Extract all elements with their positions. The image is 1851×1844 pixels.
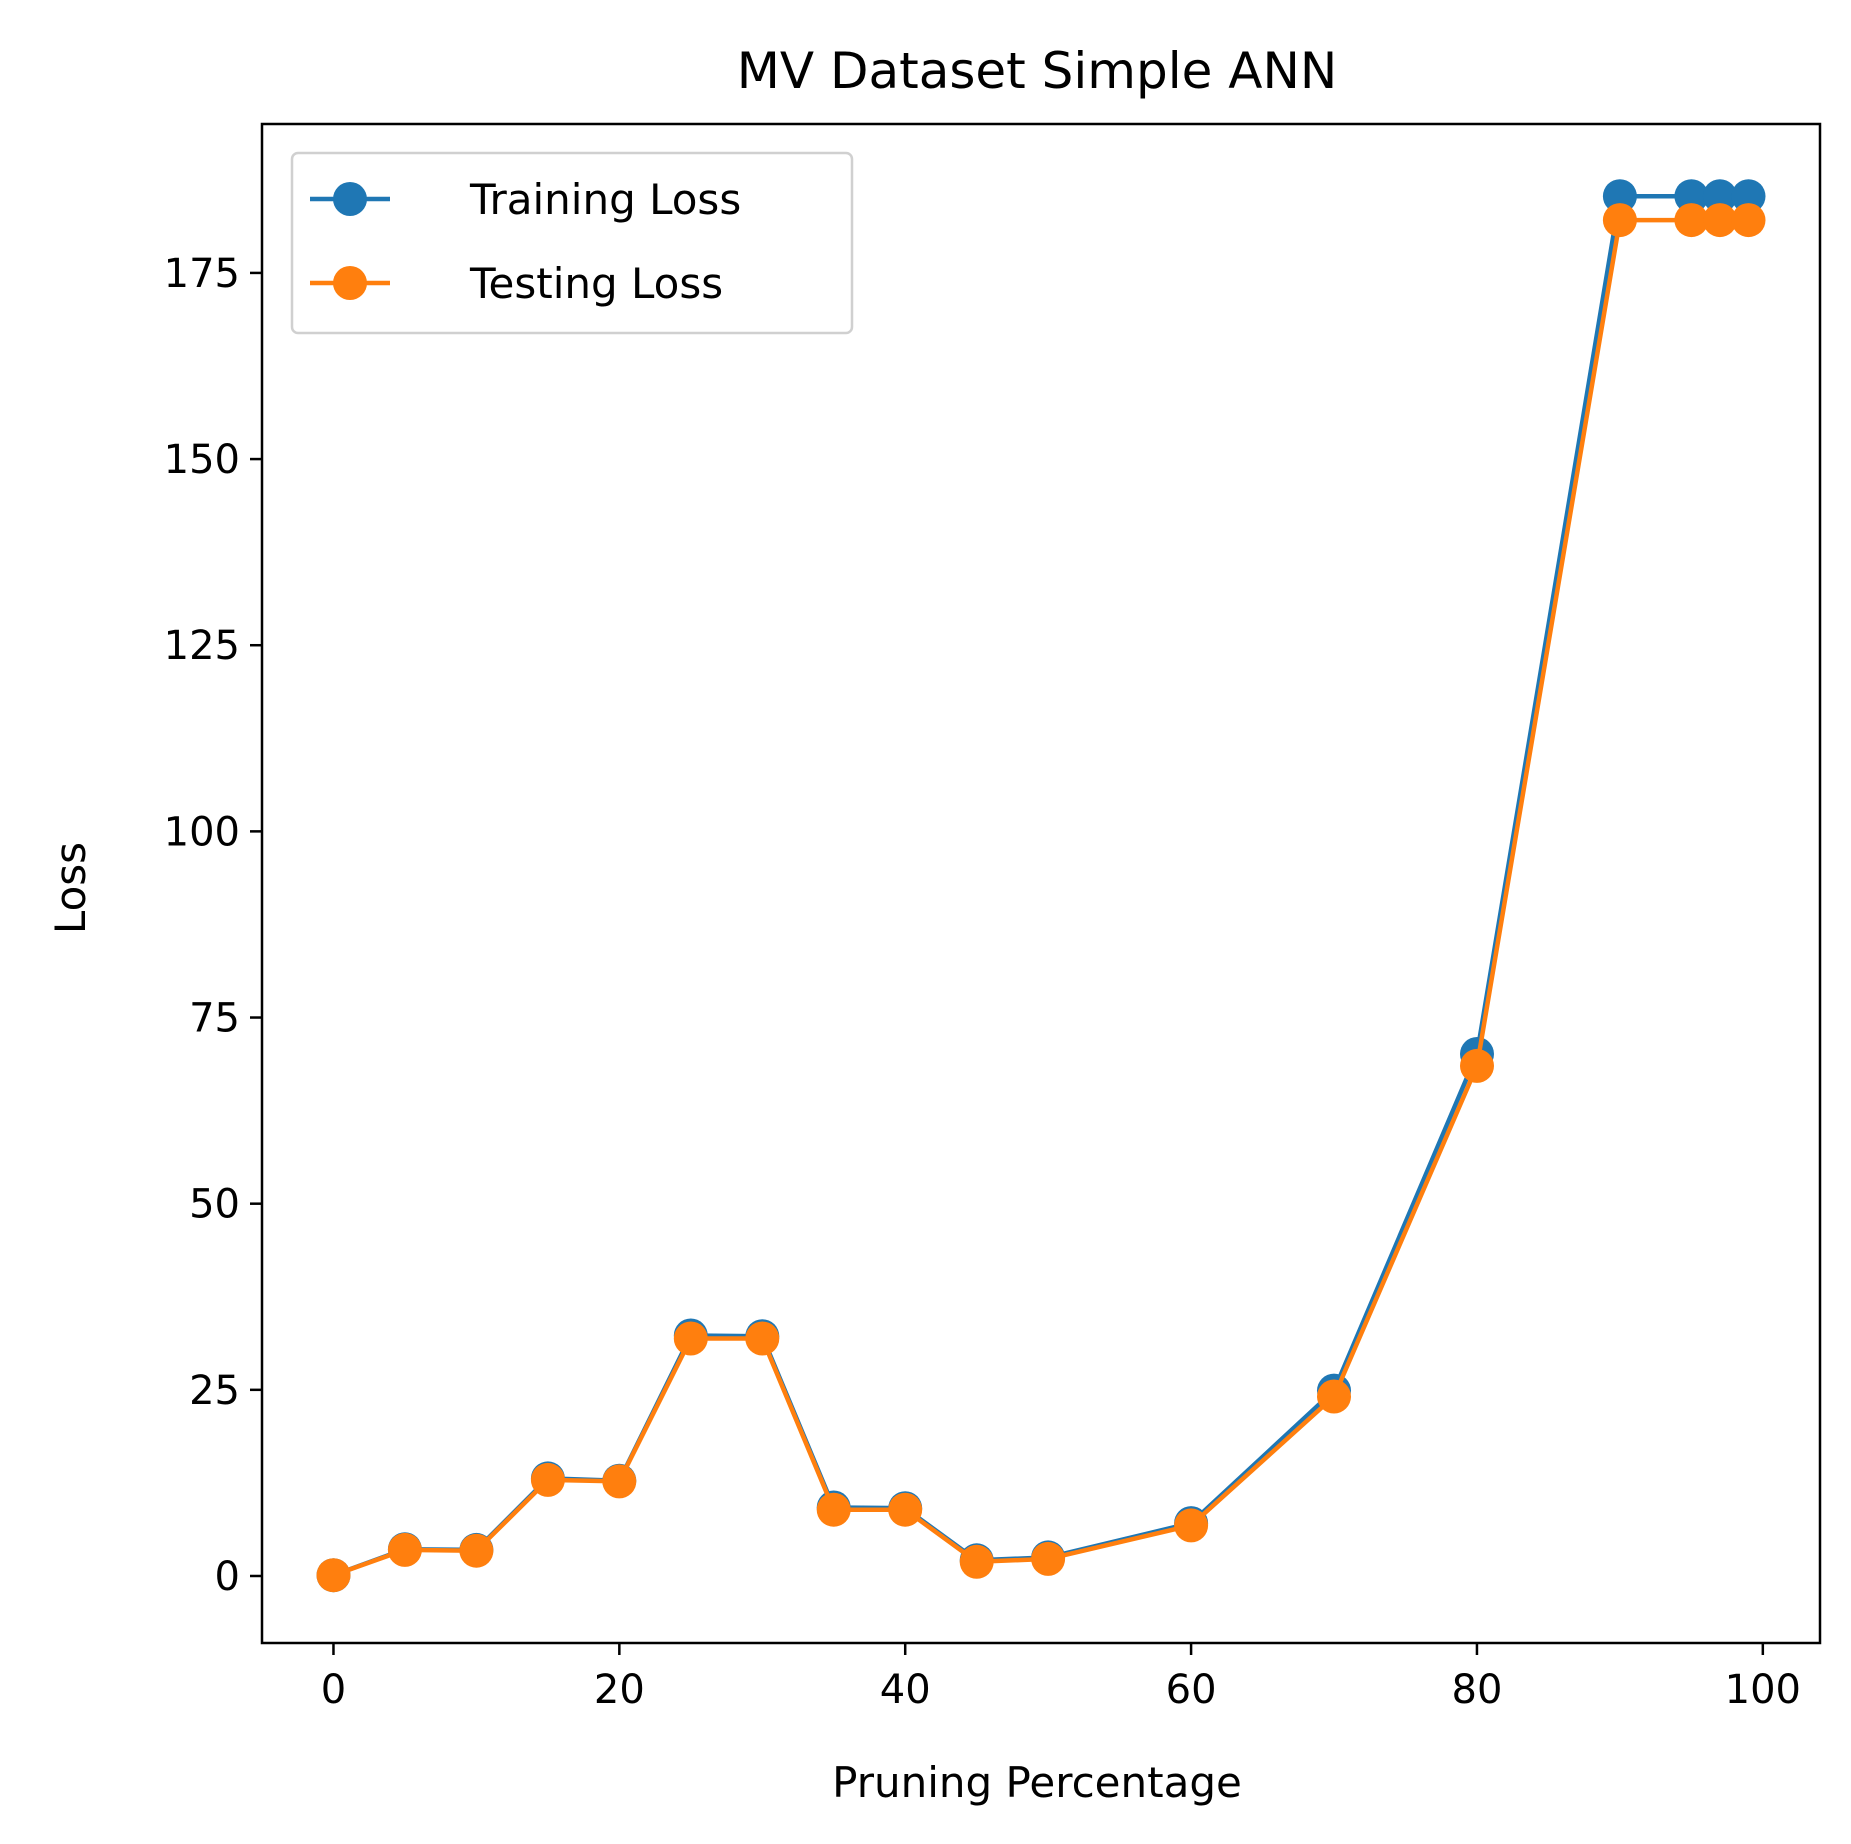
y-tick-label: 125 xyxy=(164,623,240,669)
data-point xyxy=(888,1492,923,1527)
data-point xyxy=(959,1544,994,1579)
x-tick-label: 100 xyxy=(1725,1667,1801,1713)
y-axis-label: Loss xyxy=(46,842,95,934)
data-point xyxy=(1702,179,1737,214)
y-tick-label: 25 xyxy=(189,1368,240,1414)
x-axis-label: Pruning Percentage xyxy=(832,1758,1242,1807)
series-line-1 xyxy=(332,193,1749,1578)
y-tick-label: 150 xyxy=(164,437,240,483)
data-point xyxy=(673,1321,708,1356)
legend-box xyxy=(290,151,854,335)
y-tick-label: 0 xyxy=(215,1554,240,1600)
y-tick-label: 50 xyxy=(189,1182,240,1228)
data-point xyxy=(459,1533,494,1568)
data-point xyxy=(387,1532,422,1567)
axis-ticks: 0 20 40 60 80 100 0 25 50 75 100 125 150 175 xyxy=(164,251,1801,1713)
legend-marker xyxy=(333,182,367,216)
data-point xyxy=(1602,179,1637,214)
y-tick-label: 175 xyxy=(164,251,240,297)
y-tick-label: 100 xyxy=(164,809,240,855)
data-point xyxy=(1174,1508,1209,1543)
x-tick-label: 40 xyxy=(880,1667,931,1713)
x-tick-label: 0 xyxy=(321,1667,346,1713)
legend-marker xyxy=(333,266,367,300)
data-point xyxy=(316,1558,351,1593)
x-tick-label: 80 xyxy=(1452,1667,1503,1713)
data-point xyxy=(530,1462,565,1497)
data-point xyxy=(745,1321,780,1356)
chart-title: MV Dataset Simple ANN xyxy=(737,42,1338,100)
data-point xyxy=(816,1492,851,1527)
legend: Training Loss Testing Loss xyxy=(290,151,854,335)
data-point xyxy=(1702,203,1737,238)
plot-frame xyxy=(260,122,1822,1645)
legend-label: Testing Loss xyxy=(469,259,723,308)
data-point xyxy=(1317,1379,1351,1414)
data-point xyxy=(1674,203,1709,238)
data-point xyxy=(602,1464,637,1499)
data-point xyxy=(1460,1048,1494,1083)
plot-area xyxy=(260,122,1822,1645)
data-point xyxy=(1731,203,1766,238)
legend-label: Training Loss xyxy=(469,175,741,224)
y-tick-label: 75 xyxy=(189,996,240,1042)
series-line-2 xyxy=(332,217,1749,1578)
data-point xyxy=(1031,1541,1066,1576)
data-point xyxy=(1731,179,1766,214)
data-point xyxy=(1602,203,1637,238)
data-point xyxy=(1674,179,1709,214)
x-tick-label: 20 xyxy=(594,1667,645,1713)
x-tick-label: 60 xyxy=(1166,1667,1217,1713)
